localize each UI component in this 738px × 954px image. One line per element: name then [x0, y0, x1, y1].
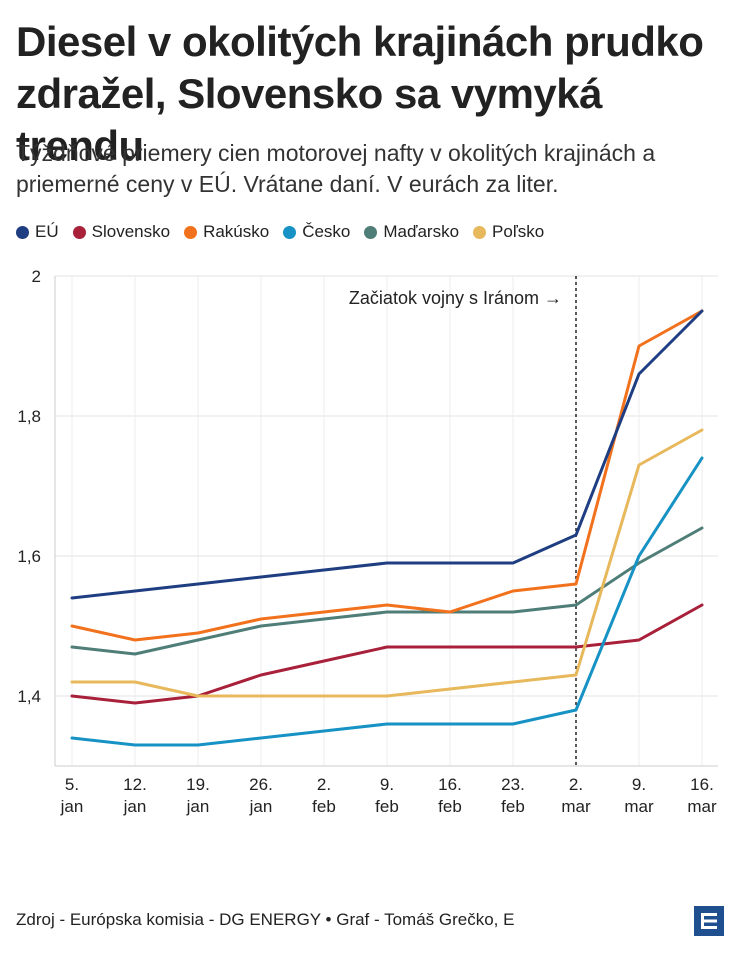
x-tick-label-line: mar [687, 797, 717, 816]
x-tick-label: 26. jan [249, 775, 273, 816]
legend-swatch [184, 225, 198, 239]
legend-label: EÚ [35, 222, 59, 241]
x-tick-label-line: 12. [123, 775, 147, 794]
legend-swatch [364, 225, 378, 239]
annotation-label: Začiatok vojny s Iránom → [349, 288, 562, 308]
x-tick-label-line: 26. [249, 775, 273, 794]
legend-label: Rakúsko [203, 222, 270, 241]
legend-item: Maďarsko [364, 222, 459, 242]
y-tick-label: 1,6 [17, 547, 41, 566]
x-tick-label-line: 16. [690, 775, 714, 794]
x-tick-label: 16. mar [687, 775, 717, 816]
x-tick-label-line: 16. [438, 775, 462, 794]
y-tick-label: 1,8 [17, 407, 41, 426]
legend-swatch [72, 225, 86, 239]
x-tick-label-line: 5. [65, 775, 79, 794]
legend-label: Maďarsko [383, 222, 460, 241]
series-line-Poľsko [70, 428, 704, 698]
x-tick-label-line: jan [123, 797, 147, 816]
x-tick-label-line: jan [186, 797, 210, 816]
x-tick-label-line: 9. [632, 775, 646, 794]
source-credit: Zdroj - Európska komisia - DG ENERGY • G… [16, 910, 515, 929]
chart-subtitle: Týždňové priemery cien motorovej nafty v… [16, 140, 656, 197]
x-tick-label-line: mar [624, 797, 654, 816]
series-line-Slovensko [70, 603, 704, 705]
x-tick-label: 23. feb [501, 775, 525, 816]
series-line-Česko [70, 456, 704, 747]
x-tick-label: 16. feb [438, 775, 462, 816]
series-line-EÚ [70, 309, 704, 600]
chart-title: Diesel v okolitých krajinách prudko zdra… [16, 16, 728, 172]
x-tick-label-line: 19. [186, 775, 210, 794]
legend-swatch [16, 225, 29, 239]
legend-swatch [283, 225, 297, 239]
title-bold: Diesel [16, 18, 137, 65]
x-tick-label-line: feb [312, 797, 336, 816]
x-tick-label-line: 23. [501, 775, 525, 794]
y-tick-label: 2 [32, 267, 41, 286]
x-tick-label: 5. jan [60, 775, 84, 816]
x-tick-label-line: 2. [569, 775, 583, 794]
x-tick-label-line: feb [501, 797, 525, 816]
legend-item: Rakúsko [184, 222, 269, 242]
y-tick-label: 1,4 [17, 687, 41, 706]
title-rest: v okolitých krajinách prudko zdražel, Sl… [16, 18, 704, 169]
series-line-Maďarsko [70, 526, 704, 656]
x-tick-label-line: feb [375, 797, 399, 816]
e-logo-icon [694, 906, 724, 936]
x-tick-label-line: jan [60, 797, 84, 816]
series-line-Rakúsko [70, 309, 704, 642]
x-tick-label-line: mar [561, 797, 591, 816]
x-tick-label: 2. feb [312, 775, 336, 816]
legend-item: Poľsko [473, 222, 544, 242]
legend-label: Slovensko [91, 222, 171, 241]
x-tick-label: 2. mar [561, 775, 591, 816]
legend-item: Slovensko [72, 222, 171, 242]
legend-item: EÚ [16, 222, 59, 242]
x-tick-label: 9. mar [624, 775, 654, 816]
legend-label: Česko [302, 222, 351, 241]
x-tick-label-line: jan [249, 797, 273, 816]
x-tick-label-line: feb [438, 797, 462, 816]
legend-item: Česko [283, 222, 350, 242]
x-tick-label: 12. jan [123, 775, 147, 816]
x-tick-label: 9. feb [375, 775, 399, 816]
x-tick-label-line: 2. [317, 775, 331, 794]
x-tick-label-line: 9. [380, 775, 394, 794]
legend-swatch [473, 225, 487, 239]
legend: EÚ Slovensko Rakúsko Česko Maďarsko Poľsko [16, 222, 558, 242]
legend-label: Poľsko [492, 222, 545, 241]
x-tick-label: 19. jan [186, 775, 210, 816]
